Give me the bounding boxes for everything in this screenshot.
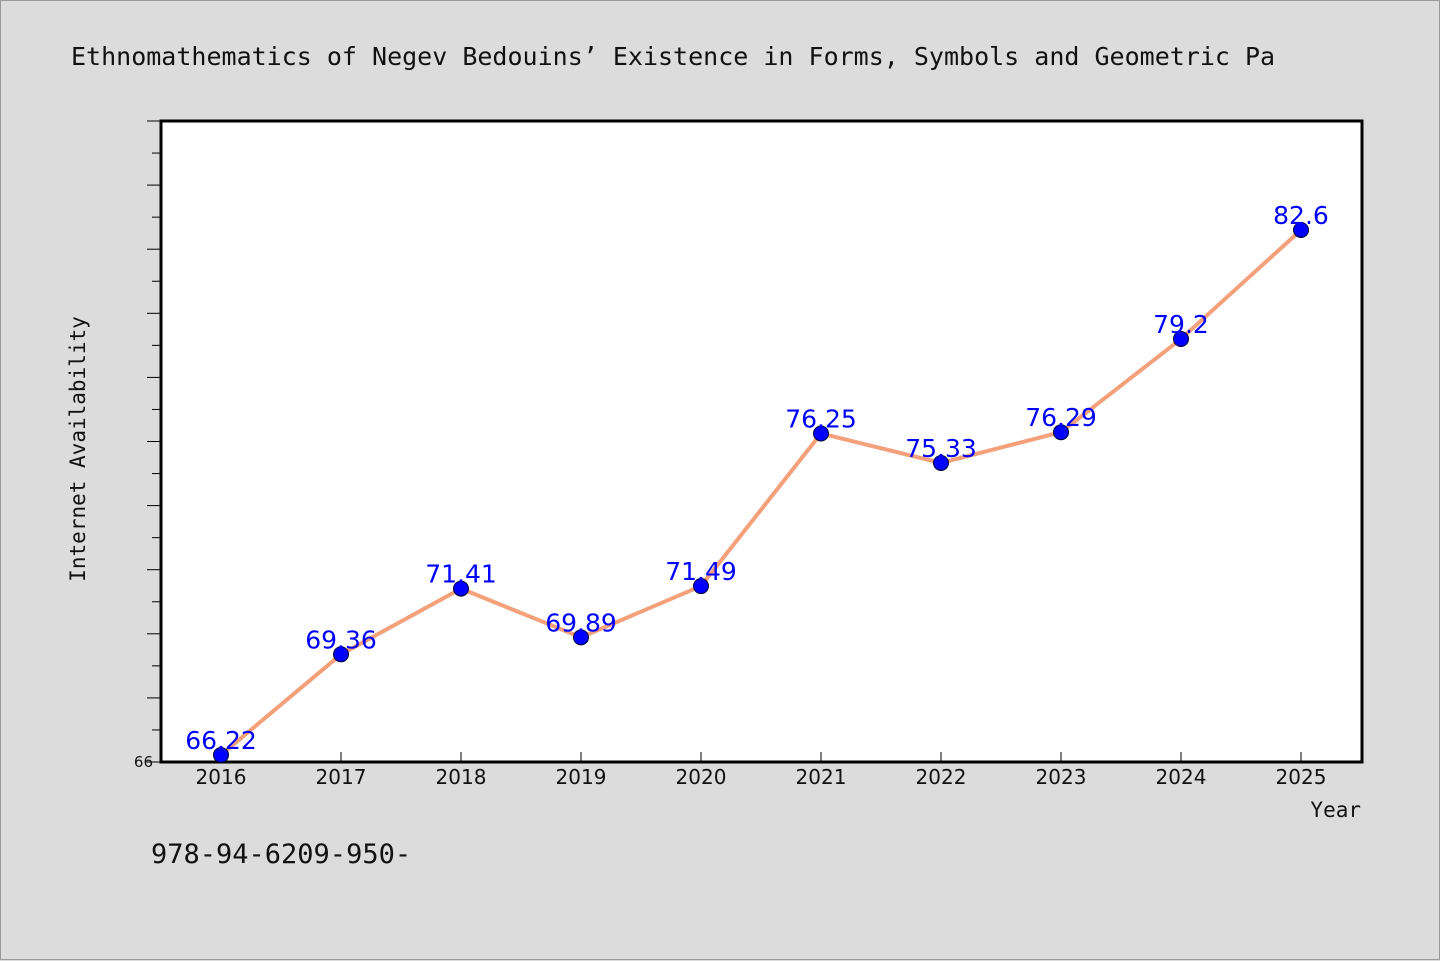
data-label: 79.2 xyxy=(1153,310,1209,339)
y-axis-label: Internet Availability xyxy=(66,316,90,582)
y-axis-ticks: 66 xyxy=(134,120,161,771)
x-tick-label: 2024 xyxy=(1156,765,1207,789)
data-point-marker xyxy=(213,746,229,763)
series-line xyxy=(219,228,1303,757)
x-tick-label: 2020 xyxy=(676,765,727,789)
x-tick-label: 2016 xyxy=(196,765,247,789)
x-tick-label: 2018 xyxy=(436,765,487,789)
data-label: 71.49 xyxy=(665,557,737,586)
chart-title: Ethnomathematics of Negev Bedouins’ Exis… xyxy=(71,42,1275,71)
series-layer: 66.22 69.36 71.41 69.89 71.49 76.25 75.33 76.29… xyxy=(185,201,1329,763)
data-point-marker xyxy=(1173,330,1189,347)
data-label: 75.33 xyxy=(905,434,977,463)
data-point-marker xyxy=(933,454,949,471)
data-label: 82.6 xyxy=(1273,201,1329,230)
data-label: 76.25 xyxy=(785,404,857,433)
x-tick-label: 2019 xyxy=(556,765,607,789)
data-label: 69.36 xyxy=(305,625,377,654)
x-tick-label: 2017 xyxy=(316,765,367,789)
data-label: 66.22 xyxy=(185,726,257,755)
data-point-marker xyxy=(1053,424,1069,441)
x-tick-label: 2022 xyxy=(916,765,967,789)
data-label: 71.41 xyxy=(425,560,497,589)
data-point-marker xyxy=(333,646,349,663)
data-point-marker xyxy=(1293,221,1309,238)
data-point-marker xyxy=(453,580,469,597)
data-point-marker xyxy=(573,629,589,646)
data-point-marker xyxy=(813,425,829,442)
data-point-marker xyxy=(693,578,709,595)
footer-text: 978-94-6209-950- xyxy=(151,839,411,870)
plot-area xyxy=(159,119,1364,764)
x-tick-label: 2021 xyxy=(796,765,847,789)
x-tick-label: 2023 xyxy=(1036,765,1087,789)
data-label: 76.29 xyxy=(1025,403,1097,432)
x-axis-label: Year xyxy=(1310,798,1361,822)
y-tick-label: 66 xyxy=(134,753,153,771)
x-axis-ticks: 2016 2017 2018 2019 2020 2021 2022 2023 2024 2025 xyxy=(196,752,1327,789)
data-label: 69.89 xyxy=(545,608,617,637)
x-tick-label: 2025 xyxy=(1276,765,1327,789)
